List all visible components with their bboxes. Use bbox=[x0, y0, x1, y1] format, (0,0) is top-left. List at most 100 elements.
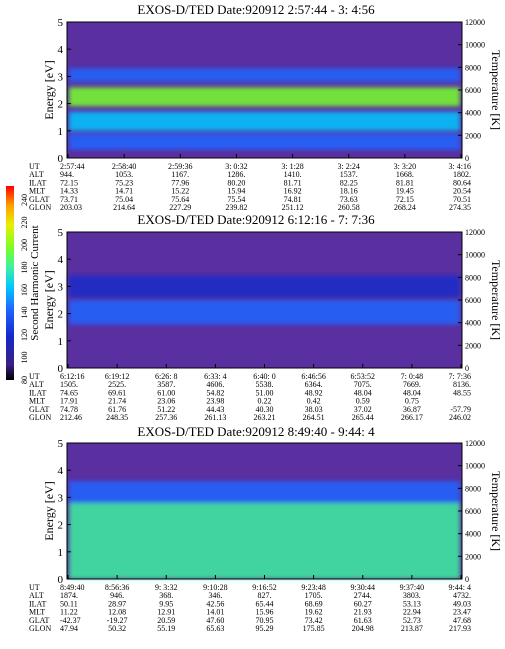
ephemeris-cell: 2525. bbox=[108, 380, 126, 389]
y2-tick-label: 0 bbox=[465, 154, 469, 163]
ephemeris-cell: 2:57:44 bbox=[60, 162, 84, 171]
ephemeris-cell: 274.35 bbox=[449, 203, 471, 212]
ephemeris-cell: 7075. bbox=[354, 380, 372, 389]
ephemeris-cell: 23.98 bbox=[206, 397, 224, 406]
ephemeris-cell: 52.73 bbox=[403, 616, 421, 625]
y2-tick-label: 8000 bbox=[465, 273, 481, 282]
ephemeris-row-label: MLT bbox=[29, 187, 45, 196]
ephemeris-cell: 12.91 bbox=[157, 608, 175, 617]
ephemeris-cell: 6:53:52 bbox=[351, 372, 375, 381]
colorbar-tick-label: 100 bbox=[20, 352, 29, 364]
ephemeris-cell: 6:40: 0 bbox=[253, 372, 275, 381]
ephemeris-row-label: GLON bbox=[29, 413, 51, 422]
y2-tick-label: 2000 bbox=[465, 131, 481, 140]
y-tick-label: 4 bbox=[58, 465, 64, 477]
ephemeris-cell: 75.04 bbox=[115, 195, 133, 204]
ephemeris-cell: 6:46:56 bbox=[301, 372, 325, 381]
ephemeris-cell: 16.92 bbox=[284, 187, 302, 196]
ephemeris-cell: 74.81 bbox=[284, 195, 302, 204]
ephemeris-cell: 8:49:40 bbox=[60, 583, 84, 592]
y2-tick-label: 0 bbox=[465, 364, 469, 373]
ephemeris-cell: 77.96 bbox=[171, 178, 189, 187]
ephemeris-cell: 44.43 bbox=[206, 405, 224, 414]
ephemeris-cell: 82.25 bbox=[340, 178, 358, 187]
panel-3-y2label: Temperature [K] bbox=[489, 471, 503, 551]
ephemeris-cell: 69.61 bbox=[108, 388, 126, 397]
ephemeris-cell: 73.63 bbox=[340, 195, 358, 204]
ephemeris-cell: 265.44 bbox=[352, 413, 374, 422]
y-tick-label: 0 bbox=[58, 363, 64, 375]
ephemeris-cell: 8:56:36 bbox=[105, 583, 129, 592]
ephemeris-cell: 217.93 bbox=[449, 624, 471, 633]
y2-tick-label: 0 bbox=[465, 575, 469, 584]
ephemeris-cell: 17.91 bbox=[60, 397, 78, 406]
ephemeris-cell: 1705. bbox=[305, 591, 323, 600]
ephemeris-cell: 251.12 bbox=[282, 203, 304, 212]
ephemeris-cell: 74.78 bbox=[60, 405, 78, 414]
ephemeris-cell: 3: 2:24 bbox=[337, 162, 359, 171]
ephemeris-cell: 1505. bbox=[60, 380, 78, 389]
colorbar-label: Second Harmonic Current bbox=[29, 225, 41, 340]
colorbar-tick-label: 80 bbox=[20, 376, 29, 384]
ephemeris-cell: 61.63 bbox=[354, 616, 372, 625]
ephemeris-cell: 1874. bbox=[60, 591, 78, 600]
colorbar-tick-label: 180 bbox=[20, 262, 29, 274]
ephemeris-cell: 1410. bbox=[284, 170, 302, 179]
ephemeris-cell: 227.29 bbox=[169, 203, 191, 212]
colorbar-tick-label: 220 bbox=[20, 217, 29, 229]
y-tick-label: 0 bbox=[58, 574, 64, 586]
y2-tick-label: 4000 bbox=[465, 319, 481, 328]
ephemeris-row-label: MLT bbox=[29, 608, 45, 617]
ephemeris-cell: 23.47 bbox=[453, 608, 471, 617]
y-tick-label: 5 bbox=[58, 227, 64, 239]
ephemeris-cell: 80.64 bbox=[453, 178, 471, 187]
colorbar-ticks: 240 220 200 180 160 140 120 100 80 bbox=[20, 194, 29, 384]
ephemeris-cell: 81.71 bbox=[284, 178, 302, 187]
y-tick-label: 5 bbox=[58, 17, 64, 29]
ephemeris-cell: 20.54 bbox=[453, 187, 471, 196]
ephemeris-cell: 2744. bbox=[354, 591, 372, 600]
ephemeris-cell: 4606. bbox=[206, 380, 224, 389]
ephemeris-cell: 257.36 bbox=[155, 413, 177, 422]
ephemeris-cell: 946. bbox=[110, 591, 124, 600]
ephemeris-table: UT 8:49:40 8:56:36 9: 3:32 9:10:28 9:16:52 9:2… bbox=[29, 583, 471, 633]
ephemeris-cell: 3803. bbox=[403, 591, 421, 600]
ephemeris-row-label: GLON bbox=[29, 624, 51, 633]
y2-tick-label: 10000 bbox=[465, 41, 485, 50]
y2-tick-label: 12000 bbox=[465, 18, 485, 27]
ephemeris-row-label: ALT bbox=[29, 380, 44, 389]
ephemeris-cell: 263.21 bbox=[254, 413, 276, 422]
ephemeris-cell: 14.71 bbox=[115, 187, 133, 196]
ephemeris-cell: 12.08 bbox=[108, 608, 126, 617]
ephemeris-cell: 9:30:44 bbox=[351, 583, 375, 592]
ephemeris-cell: 48.55 bbox=[453, 388, 471, 397]
ephemeris-cell: 0.42 bbox=[307, 397, 321, 406]
ephemeris-cell: 61.76 bbox=[108, 405, 126, 414]
ephemeris-cell: 48.92 bbox=[305, 388, 323, 397]
y2-tick-label: 6000 bbox=[465, 296, 481, 305]
y2-tick-label: 6000 bbox=[465, 507, 481, 516]
colorbar-tick-label: 160 bbox=[20, 284, 29, 296]
y2-tick-label: 8000 bbox=[465, 484, 481, 493]
y2-tick-label: 8000 bbox=[465, 63, 481, 72]
panel-2-title: EXOS-D/TED Date:920912 6:12:16 - 7: 7:36 bbox=[137, 212, 375, 227]
ephemeris-cell: 203.03 bbox=[60, 203, 82, 212]
ephemeris-cell: 213.87 bbox=[401, 624, 423, 633]
ephemeris-cell: 95.29 bbox=[256, 624, 274, 633]
y-tick-label: 3 bbox=[58, 492, 64, 504]
y-tick-label: 4 bbox=[58, 254, 64, 266]
panel-1-y2label: Temperature [K] bbox=[489, 50, 503, 130]
ephemeris-cell: 36.87 bbox=[403, 405, 421, 414]
ephemeris-cell: 239.82 bbox=[225, 203, 247, 212]
y-tick-label: 4 bbox=[58, 44, 64, 56]
ephemeris-cell: 260.58 bbox=[338, 203, 360, 212]
ephemeris-cell: 346. bbox=[208, 591, 222, 600]
ephemeris-cell: 49.03 bbox=[453, 599, 471, 608]
ephemeris-cell: 14.33 bbox=[60, 187, 78, 196]
ephemeris-cell: 9:16:52 bbox=[252, 583, 276, 592]
ephemeris-cell: 7: 7:36 bbox=[449, 372, 471, 381]
ephemeris-cell: 73.71 bbox=[60, 195, 78, 204]
ephemeris-cell: 51.00 bbox=[256, 388, 274, 397]
ephemeris-cell: 212.46 bbox=[60, 413, 82, 422]
